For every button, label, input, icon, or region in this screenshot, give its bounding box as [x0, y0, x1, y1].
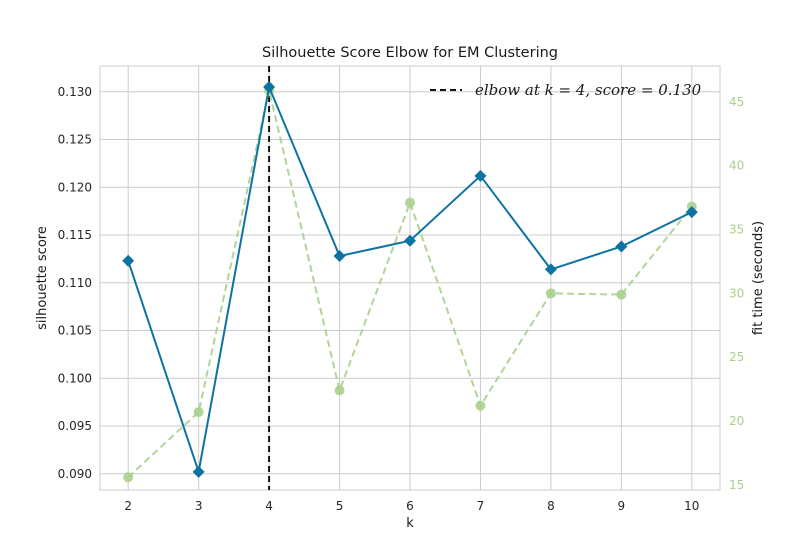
y2-tick-label: 25	[729, 350, 744, 364]
x-tick-label: 8	[547, 499, 555, 513]
fit-time-point	[405, 197, 415, 208]
silhouette-score-point	[474, 169, 487, 182]
fit-time-point	[193, 407, 204, 418]
plot-frame	[99, 65, 721, 491]
x-tick-label: 4	[265, 499, 273, 513]
x-tick-label: 6	[406, 499, 414, 513]
y-tick-label: 0.110	[58, 276, 92, 290]
x-tick-label: 9	[618, 499, 626, 513]
y-tick-label: 0.095	[58, 419, 92, 433]
legend-elbow-label: elbow at k = 4, score = 0.130	[475, 81, 702, 99]
y2-tick-label: 35	[729, 222, 744, 236]
y-tick-label: 0.120	[58, 180, 92, 194]
silhouette-score-point	[122, 254, 135, 267]
y2-tick-label: 20	[729, 414, 744, 428]
x-axis-title: k	[406, 516, 414, 531]
y-tick-label: 0.100	[58, 371, 92, 385]
silhouette-score-point	[685, 206, 698, 219]
chart-title: Silhouette Score Elbow for EM Clustering	[262, 45, 558, 61]
legend: elbow at k = 4, score = 0.130	[430, 81, 702, 99]
fit-time-point	[334, 385, 345, 396]
x-tick-label: 10	[684, 499, 699, 513]
y-tick-label: 0.115	[58, 228, 92, 242]
fit-time-point	[616, 289, 627, 300]
y2-tick-label: 15	[729, 478, 744, 492]
y-axis-title: silhouette score	[35, 226, 50, 330]
x-tick-label: 2	[124, 499, 132, 513]
y2-axis-title: fit time (seconds)	[751, 221, 766, 335]
y-tick-label: 0.105	[58, 324, 92, 338]
fit-time-point	[545, 288, 556, 299]
y2-tick-label: 40	[729, 159, 744, 173]
series-layer	[122, 81, 698, 483]
y2-tick-label: 45	[729, 95, 744, 109]
silhouette-score-point	[263, 81, 276, 94]
tick-labels: 2 3 4 5 6 7 8 9 100.0900.0950.1000.1050.1100.115…	[58, 85, 745, 513]
silhouette-score-point	[333, 250, 346, 263]
y2-tick-label: 30	[729, 286, 744, 300]
x-tick-label: 5	[336, 499, 344, 513]
y-tick-label: 0.130	[58, 85, 92, 99]
y-tick-label: 0.090	[58, 467, 92, 481]
x-tick-label: 3	[195, 499, 203, 513]
silhouette-score-point	[192, 465, 205, 478]
fit-time-point	[123, 472, 134, 483]
fit-time-point	[475, 400, 486, 411]
y-tick-label: 0.125	[58, 133, 92, 147]
silhouette-score-point	[615, 240, 628, 253]
silhouette-score-point	[404, 234, 416, 247]
silhouette-score-point	[544, 263, 557, 276]
x-tick-label: 7	[477, 499, 485, 513]
